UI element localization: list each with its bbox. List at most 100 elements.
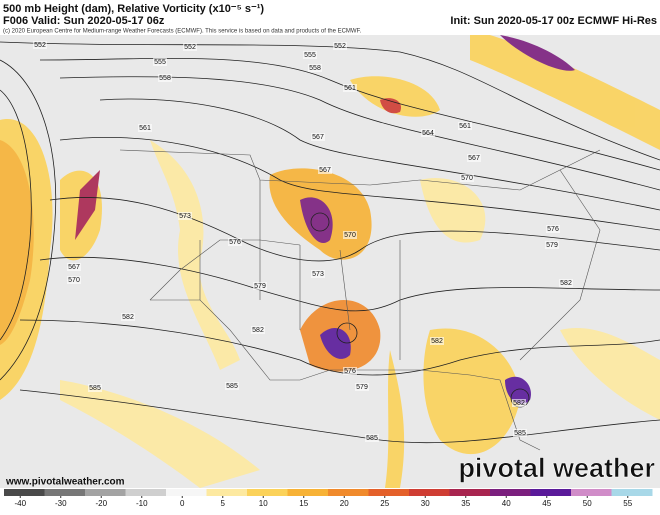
contour-label-bg bbox=[467, 154, 481, 162]
contour-label: 561 bbox=[139, 125, 151, 132]
colorbar-tick-label: 10 bbox=[259, 499, 268, 508]
contour-label-bg bbox=[183, 43, 197, 51]
colorbar-swatch bbox=[287, 489, 329, 496]
contour-label-bg bbox=[546, 225, 560, 233]
contour-label-bg bbox=[460, 174, 474, 182]
contour-label: 585 bbox=[514, 430, 526, 437]
contour-label-bg bbox=[158, 74, 172, 82]
contour-label: 582 bbox=[122, 314, 134, 321]
colorbar-swatch bbox=[166, 489, 207, 496]
colorbar-swatch bbox=[247, 489, 288, 496]
contour-label-bg bbox=[512, 399, 526, 407]
colorbar-tick-label: 15 bbox=[299, 499, 308, 508]
contour-label-bg bbox=[88, 384, 102, 392]
contour-label: 576 bbox=[229, 239, 241, 246]
colorbar-swatch bbox=[449, 489, 491, 496]
contour-label-bg bbox=[225, 382, 239, 390]
colorbar-swatch bbox=[409, 489, 450, 496]
contour-label: 582 bbox=[560, 280, 572, 287]
contour-label-bg bbox=[343, 367, 357, 375]
contour-label: 570 bbox=[461, 175, 473, 182]
contour-label: 585 bbox=[89, 385, 101, 392]
colorbar-tick-label: 20 bbox=[340, 499, 349, 508]
brand: pivotal weather bbox=[458, 453, 655, 483]
contour-label-bg bbox=[253, 282, 267, 290]
contour-label: 570 bbox=[344, 232, 356, 239]
colorbar-tick-label: 55 bbox=[623, 499, 632, 508]
contour-label-bg bbox=[355, 383, 369, 391]
contour-label: 561 bbox=[344, 85, 356, 92]
contour-label: 552 bbox=[184, 44, 196, 51]
contour-label: 567 bbox=[468, 155, 480, 162]
contour-label-bg bbox=[343, 84, 357, 92]
contour-label-bg bbox=[365, 434, 379, 442]
contour-label: 567 bbox=[319, 167, 331, 174]
contour-label-bg bbox=[311, 270, 325, 278]
colorbar: -40 -30 -20 -10 0 5 10 15 20 25 30 35 40 45 50 55 bbox=[4, 489, 653, 508]
contour-label: 567 bbox=[68, 264, 80, 271]
contour-label: 558 bbox=[159, 75, 171, 82]
contour-label-bg bbox=[121, 313, 135, 321]
contour-label: 579 bbox=[356, 384, 368, 391]
contour-label-bg bbox=[33, 41, 47, 49]
contour-label-bg bbox=[228, 238, 242, 246]
colorbar-swatch bbox=[530, 489, 572, 496]
colorbar-tick-label: 35 bbox=[461, 499, 470, 508]
colorbar-swatch bbox=[328, 489, 369, 496]
colorbar-tick-label: -30 bbox=[55, 499, 67, 508]
init-time: Init: Sun 2020-05-17 00z ECMWF Hi-Res bbox=[450, 15, 657, 27]
contour-label: 582 bbox=[252, 327, 264, 334]
contour-label: 570 bbox=[68, 277, 80, 284]
contour-label-bg bbox=[559, 279, 573, 287]
colorbar-tick-label: -10 bbox=[136, 499, 148, 508]
contour-label-bg bbox=[251, 326, 265, 334]
colorbar-swatch bbox=[490, 489, 531, 496]
contour-label: 579 bbox=[546, 242, 558, 249]
contour-label: 582 bbox=[513, 400, 525, 407]
colorbar-swatch bbox=[368, 489, 410, 496]
contour-label: 576 bbox=[344, 368, 356, 375]
contour-label-bg bbox=[430, 337, 444, 345]
credit: (c) 2020 European Centre for Medium-rang… bbox=[3, 29, 362, 35]
colorbar-tick-label: 0 bbox=[180, 499, 185, 508]
contour-label-bg bbox=[178, 212, 192, 220]
borders bbox=[119, 149, 601, 451]
title: 500 mb Height (dam), Relative Vorticity … bbox=[3, 3, 264, 15]
colorbar-swatch bbox=[125, 489, 167, 496]
contour-label: 558 bbox=[309, 65, 321, 72]
colorbar-swatch bbox=[85, 489, 126, 496]
contour-label: 552 bbox=[334, 43, 346, 50]
contour-label-bg bbox=[138, 124, 152, 132]
contour-label-bg bbox=[311, 133, 325, 141]
valid-time: F006 Valid: Sun 2020-05-17 06z bbox=[3, 15, 165, 27]
contour-label: 585 bbox=[226, 383, 238, 390]
contour-label: 579 bbox=[254, 283, 266, 290]
colorbar-swatch bbox=[4, 489, 45, 496]
contour-label: 552 bbox=[34, 42, 46, 49]
contour-label: 555 bbox=[154, 59, 166, 66]
contour-label-bg bbox=[343, 231, 357, 239]
contour-label: 582 bbox=[431, 338, 443, 345]
contour-label: 555 bbox=[304, 52, 316, 59]
colorbar-tick-label: 25 bbox=[380, 499, 389, 508]
colorbar-tick-label: 5 bbox=[221, 499, 226, 508]
contour-label: 573 bbox=[179, 213, 191, 220]
colorbar-swatch bbox=[206, 489, 248, 496]
contour-label-bg bbox=[67, 263, 81, 271]
colorbar-tick-label: 30 bbox=[421, 499, 430, 508]
colorbar-tick-label: 45 bbox=[542, 499, 551, 508]
colorbar-swatch bbox=[611, 489, 653, 496]
contour-label-bg bbox=[513, 429, 527, 437]
contour-label-bg bbox=[545, 241, 559, 249]
contour-label: 576 bbox=[547, 226, 559, 233]
contour-label-bg bbox=[308, 64, 322, 72]
contour-label: 585 bbox=[366, 435, 378, 442]
contour-label: 567 bbox=[312, 134, 324, 141]
contour-labels: 552 552 552 555 558 555 558 561 564 561 561 567 567 5… bbox=[33, 41, 573, 442]
colorbar-tick-label: -20 bbox=[95, 499, 107, 508]
colorbar-tick-label: 40 bbox=[502, 499, 511, 508]
colorbar-swatch bbox=[44, 489, 86, 496]
contour-label-bg bbox=[333, 42, 347, 50]
